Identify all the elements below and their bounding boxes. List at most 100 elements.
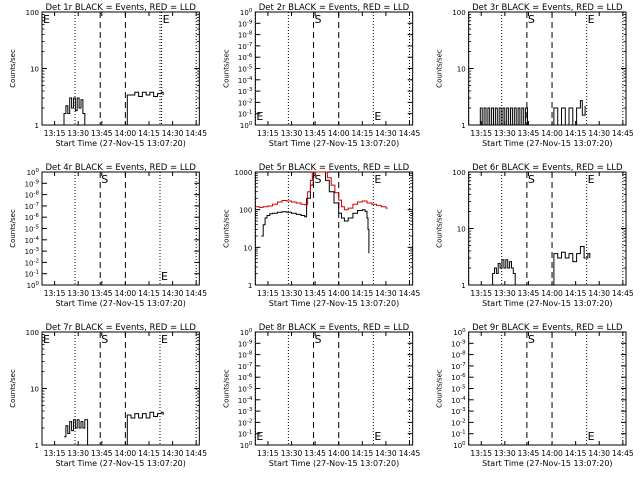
panel-title: Det 6r BLACK = Events, RED = LLD — [472, 163, 623, 173]
x-tick-label: 13:45 — [91, 129, 113, 138]
y-axis-label: Counts/sec — [436, 369, 444, 408]
x-tick-label: 14:00 — [115, 129, 137, 138]
y-tick-label: 10-4 — [25, 236, 40, 245]
x-tick-label: 13:45 — [304, 449, 326, 458]
series-line-events — [62, 91, 164, 126]
y-tick-label: 100 — [26, 329, 39, 337]
plot-frame — [254, 11, 414, 126]
x-tick-label: 13:45 — [91, 449, 113, 458]
y-tick-label: 10-9 — [238, 19, 253, 28]
y-tick-label: 10-8 — [238, 31, 253, 40]
y-tick-label: 10-6 — [25, 213, 40, 222]
x-tick-label: 14:15 — [138, 129, 160, 138]
y-tick-label: 100 — [240, 8, 253, 17]
panel-title: Det 8r BLACK = Events, RED = LLD — [259, 323, 410, 333]
y-tick-label: 10-5 — [25, 225, 40, 234]
y-tick-label: 10-2 — [238, 98, 252, 107]
x-tick-label: 13:15 — [470, 129, 492, 138]
marker-label: E — [588, 13, 595, 26]
x-tick-label: 14:30 — [162, 289, 184, 298]
panel-title: Det 1r BLACK = Events, RED = LLD — [45, 3, 196, 13]
x-tick-label: 13:15 — [44, 129, 66, 138]
panel-2: Det 2r BLACK = Events, RED = LLD E S E 13:15… — [222, 3, 420, 148]
x-tick-label: 14:30 — [162, 129, 184, 138]
x-tick-label: 14:15 — [352, 449, 374, 458]
y-axis-label: Counts/sec — [9, 209, 17, 248]
y-axis-label: Counts/sec — [9, 49, 17, 88]
x-axis-label: Start Time (27-Nov-15 13:07:20) — [55, 459, 185, 468]
y-tick-label: 10-5 — [238, 385, 253, 394]
x-tick-label: 14:15 — [352, 289, 374, 298]
y-tick-label: 1 — [35, 442, 39, 450]
y-tick-label: 10-9 — [238, 339, 253, 348]
x-tick-label: 13:45 — [518, 129, 540, 138]
y-tick-label: 10-1 — [451, 430, 465, 439]
marker-label: E — [374, 173, 381, 186]
y-tick-label: 1 — [461, 122, 465, 130]
x-tick-label: 14:30 — [375, 289, 397, 298]
x-tick-label: 14:30 — [162, 449, 184, 458]
x-tick-label: 14:00 — [541, 449, 563, 458]
y-tick-label: 10-1 — [25, 270, 39, 279]
x-tick-label: 14:15 — [138, 449, 160, 458]
x-tick-label: 14:45 — [185, 289, 207, 298]
y-tick-label: 10-3 — [451, 407, 466, 416]
y-tick-label: 1 — [248, 282, 252, 290]
x-tick-label: 13:15 — [257, 289, 279, 298]
y-tick-label: 10-9 — [25, 179, 40, 188]
marker-label: E — [374, 110, 381, 123]
marker-label: S — [315, 333, 322, 346]
y-tick-label: 10 — [243, 244, 252, 252]
y-tick-label: 10-2 — [25, 258, 39, 267]
panel-title: Det 7r BLACK = Events, RED = LLD — [45, 323, 196, 333]
x-tick-label: 14:15 — [138, 289, 160, 298]
x-tick-label: 14:45 — [399, 289, 421, 298]
y-tick-label: 10-4 — [451, 396, 466, 405]
y-axis-label: Counts/sec — [222, 49, 230, 88]
x-tick-label: 13:30 — [494, 449, 516, 458]
y-tick-label: 1000 — [235, 169, 253, 177]
y-tick-label: 100 — [240, 121, 253, 130]
x-axis-label: Start Time (27-Nov-15 13:07:20) — [55, 299, 185, 308]
series-line-events — [261, 171, 370, 254]
panel-title: Det 2r BLACK = Events, RED = LLD — [259, 3, 410, 13]
y-axis-label: Counts/sec — [222, 209, 230, 248]
x-tick-label: 14:30 — [588, 449, 610, 458]
panel-title: Det 4r BLACK = Events, RED = LLD — [45, 163, 196, 173]
x-tick-label: 14:45 — [612, 289, 634, 298]
y-tick-label: 100 — [452, 169, 465, 177]
series-line-events — [490, 246, 591, 286]
y-tick-label: 100 — [453, 328, 466, 337]
series-line-events — [478, 100, 586, 126]
y-tick-label: 10-3 — [25, 247, 40, 256]
y-tick-label: 10-7 — [451, 362, 466, 371]
x-axis-label: Start Time (27-Nov-15 13:07:20) — [55, 139, 185, 148]
y-tick-label: 10-2 — [451, 418, 465, 427]
y-tick-label: 10-8 — [25, 191, 40, 200]
marker-label: E — [43, 13, 50, 26]
marker-label: S — [528, 173, 535, 186]
y-tick-label: 10-7 — [25, 202, 40, 211]
x-tick-label: 14:30 — [375, 129, 397, 138]
x-tick-label: 14:00 — [115, 449, 137, 458]
y-tick-label: 100 — [240, 441, 253, 450]
x-tick-label: 13:30 — [281, 289, 303, 298]
plot-frame — [254, 331, 414, 446]
marker-label: E — [256, 430, 263, 443]
x-tick-label: 13:45 — [91, 289, 113, 298]
marker-label: E — [374, 430, 381, 443]
plot-frame — [468, 171, 627, 286]
y-tick-label: 10 — [457, 226, 466, 234]
y-tick-label: 10-6 — [451, 373, 466, 382]
x-tick-label: 13:30 — [494, 129, 516, 138]
y-tick-label: 10-6 — [238, 53, 253, 62]
x-tick-label: 14:45 — [399, 449, 421, 458]
marker-label: E — [256, 110, 263, 123]
x-tick-label: 14:00 — [541, 289, 563, 298]
x-axis-label: Start Time (27-Nov-15 13:07:20) — [269, 139, 399, 148]
